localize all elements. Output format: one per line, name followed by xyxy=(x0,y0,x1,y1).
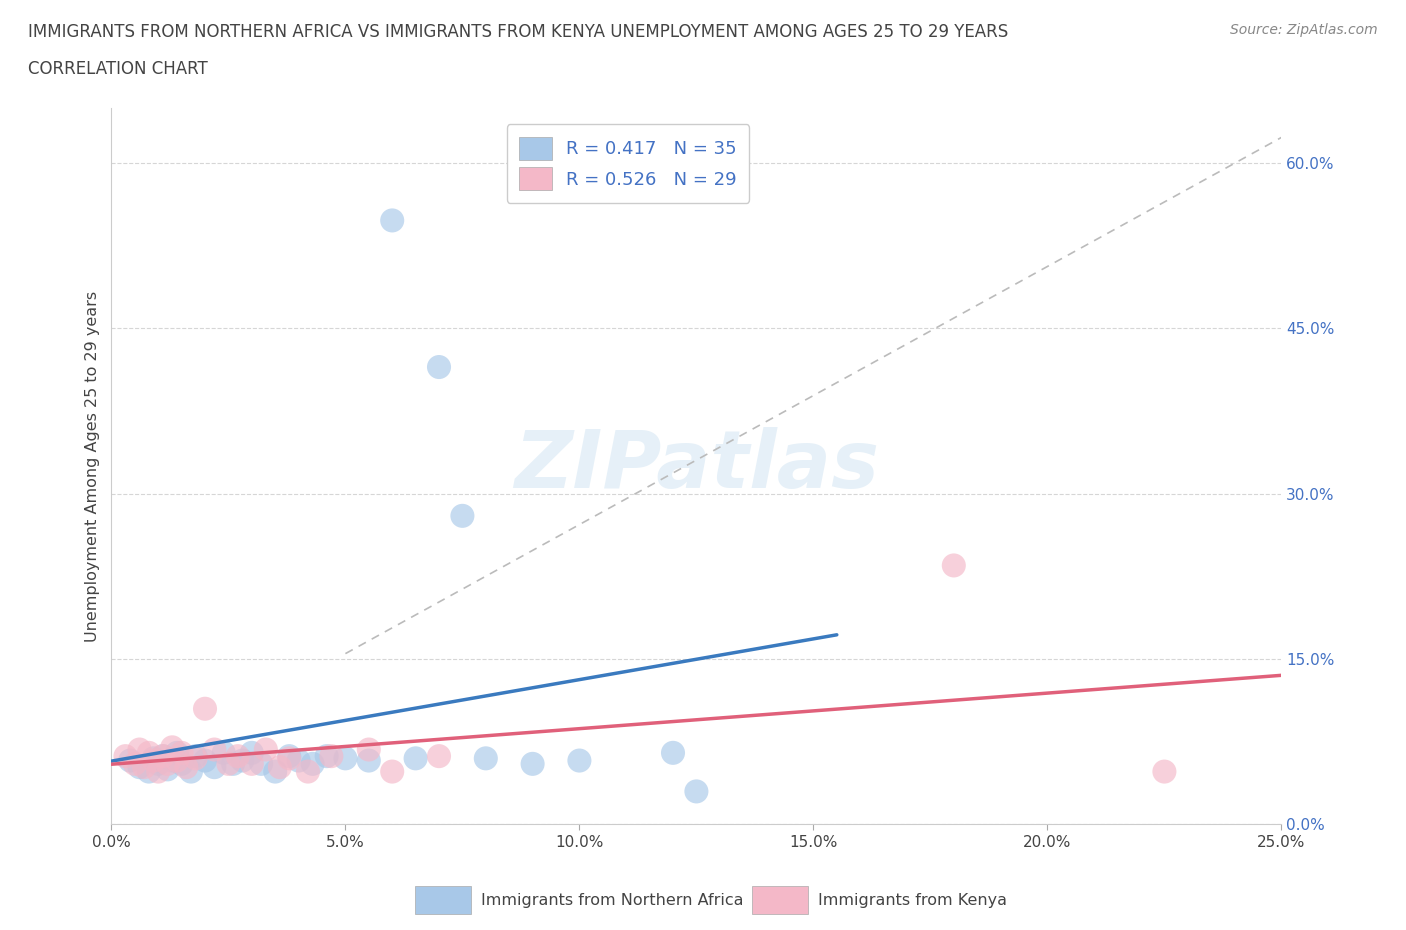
Point xyxy=(321,749,343,764)
Text: CORRELATION CHART: CORRELATION CHART xyxy=(28,60,208,78)
Text: Immigrants from Kenya: Immigrants from Kenya xyxy=(818,893,1007,908)
Point xyxy=(381,213,404,228)
Point xyxy=(166,753,188,768)
Point xyxy=(568,753,591,768)
Point xyxy=(335,751,357,765)
Point xyxy=(264,764,287,779)
Point xyxy=(148,756,170,771)
Point xyxy=(240,746,263,761)
Point xyxy=(522,756,544,771)
Point xyxy=(184,751,207,765)
Point xyxy=(202,742,225,757)
Point xyxy=(156,762,179,777)
Point xyxy=(170,746,193,761)
Point xyxy=(180,764,202,779)
Point xyxy=(124,756,146,771)
Point xyxy=(1153,764,1175,779)
Point xyxy=(278,751,301,765)
Point xyxy=(287,753,309,768)
Point xyxy=(226,749,249,764)
Text: Immigrants from Northern Africa: Immigrants from Northern Africa xyxy=(481,893,744,908)
Point xyxy=(162,740,184,755)
Point xyxy=(357,753,380,768)
Text: ZIPatlas: ZIPatlas xyxy=(515,427,879,505)
Point xyxy=(128,742,150,757)
Point xyxy=(217,756,239,771)
Point xyxy=(231,753,253,768)
Point xyxy=(138,746,160,761)
Text: IMMIGRANTS FROM NORTHERN AFRICA VS IMMIGRANTS FROM KENYA UNEMPLOYMENT AMONG AGES: IMMIGRANTS FROM NORTHERN AFRICA VS IMMIG… xyxy=(28,23,1008,41)
Y-axis label: Unemployment Among Ages 25 to 29 years: Unemployment Among Ages 25 to 29 years xyxy=(86,291,100,642)
Point xyxy=(357,742,380,757)
Point xyxy=(475,751,498,765)
Point xyxy=(174,760,197,775)
Point xyxy=(162,753,184,768)
Point xyxy=(142,753,165,768)
Point xyxy=(134,760,156,775)
Point xyxy=(222,756,245,771)
Point xyxy=(301,756,323,771)
Point xyxy=(128,760,150,775)
Point xyxy=(278,749,301,764)
Point xyxy=(685,784,707,799)
Point xyxy=(427,749,450,764)
Point xyxy=(148,764,170,779)
Point xyxy=(156,756,179,771)
Point xyxy=(315,749,337,764)
Point xyxy=(427,360,450,375)
Point xyxy=(120,753,142,768)
Point xyxy=(152,749,174,764)
Point xyxy=(240,756,263,771)
Point xyxy=(194,701,217,716)
Point xyxy=(152,749,174,764)
Point xyxy=(269,760,291,775)
Point xyxy=(297,764,319,779)
Point xyxy=(405,751,427,765)
Text: Source: ZipAtlas.com: Source: ZipAtlas.com xyxy=(1230,23,1378,37)
Point xyxy=(170,756,193,771)
Point xyxy=(142,751,165,765)
Point xyxy=(250,756,273,771)
Point xyxy=(254,742,277,757)
Point xyxy=(184,749,207,764)
Point xyxy=(451,509,474,524)
Point xyxy=(114,749,136,764)
Legend: R = 0.417   N = 35, R = 0.526   N = 29: R = 0.417 N = 35, R = 0.526 N = 29 xyxy=(506,125,749,203)
Point xyxy=(381,764,404,779)
Point xyxy=(166,746,188,761)
Point xyxy=(942,558,965,573)
Point xyxy=(662,746,685,761)
Point xyxy=(138,764,160,779)
Point xyxy=(202,760,225,775)
Point xyxy=(194,753,217,768)
Point xyxy=(212,746,235,761)
